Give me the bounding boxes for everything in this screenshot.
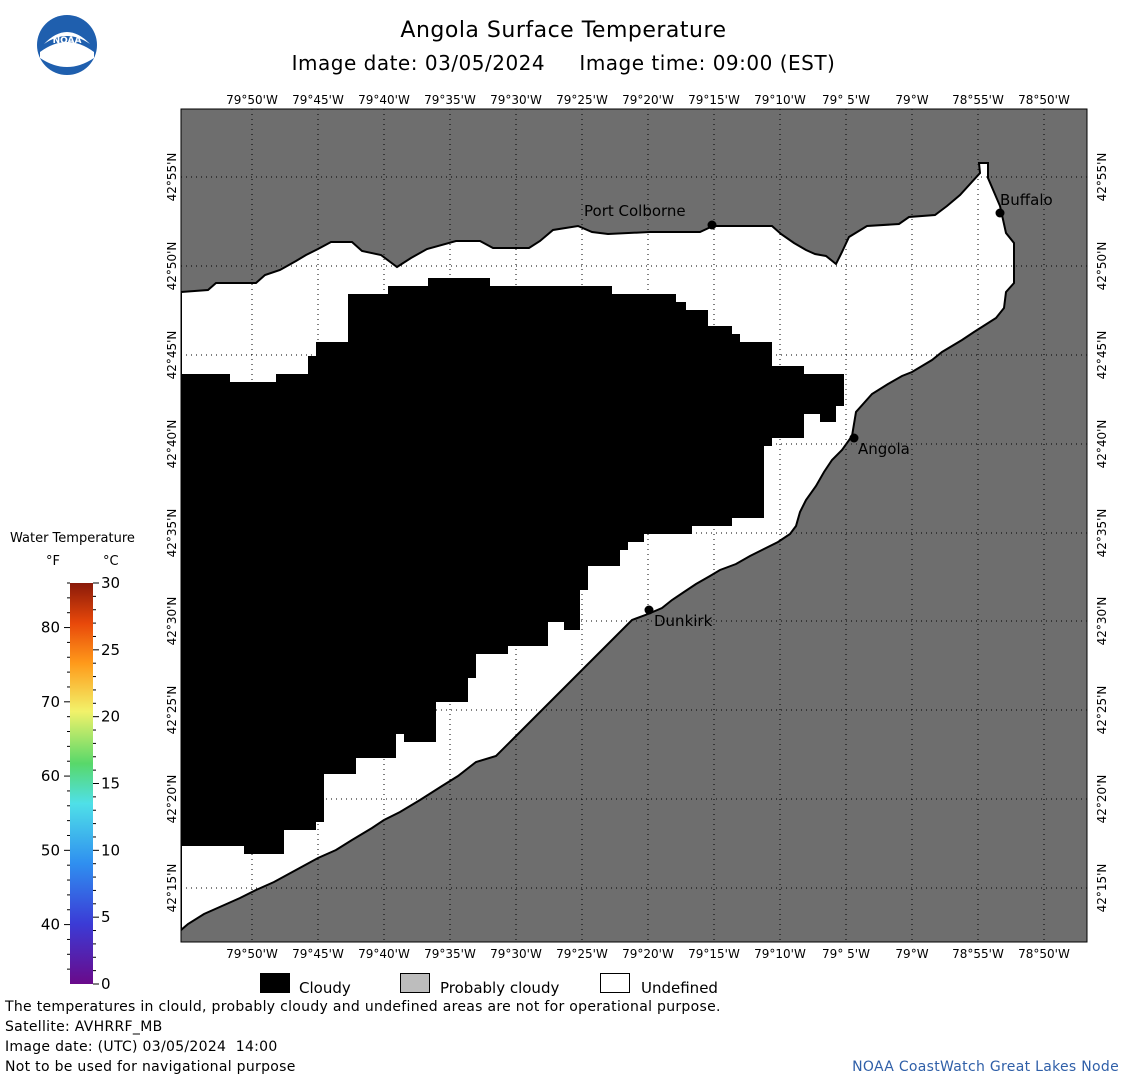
- map-grid: [181, 109, 1087, 942]
- lat-label-right: 42°20'N: [1095, 775, 1109, 824]
- lon-label-top: 79°15'W: [688, 93, 740, 107]
- lon-label-bottom: 79°30'W: [490, 947, 542, 961]
- city-label: Dunkirk: [654, 612, 713, 630]
- legend-title: Water Temperature: [10, 531, 135, 546]
- lon-label-bottom: 79°15'W: [688, 947, 740, 961]
- lat-labels-right: 42°55'N 42°50'N 42°45'N 42°40'N 42°35'N 42°30…: [1095, 153, 1109, 913]
- colorbar-label-c: 5: [101, 908, 111, 926]
- city-dot: [849, 433, 859, 443]
- lon-labels-top: 79°50'W 79°45'W 79°40'W 79°35'W 79°30'W 79°25…: [226, 93, 1070, 107]
- lat-label-left: 42°20'N: [165, 775, 179, 824]
- temperature-colorbar: [70, 583, 93, 984]
- lat-label-left: 42°45'N: [165, 331, 179, 380]
- lon-label-top: 78°50'W: [1018, 93, 1070, 107]
- footer-credit: NOAA CoastWatch Great Lakes Node: [852, 1059, 1119, 1075]
- lat-labels-left: 42°55'N 42°50'N 42°45'N 42°40'N 42°35'N 42°30…: [165, 153, 179, 913]
- colorbar-label-f: 80: [41, 619, 60, 637]
- map-subtitle: Image date: 03/05/2024 Image time: 09:00…: [0, 51, 1127, 75]
- city-dot: [644, 605, 654, 615]
- footer-nav-warning: Not to be used for navigational purpose: [5, 1059, 296, 1075]
- colorbar-label-c: 25: [101, 641, 120, 659]
- city-markers: Port Colborne Buffalo Angola Dunkirk: [584, 191, 1053, 630]
- lon-label-top: 79°10'W: [754, 93, 806, 107]
- lon-label-bottom: 78°50'W: [1018, 947, 1070, 961]
- lon-label-bottom: 79°10'W: [754, 947, 806, 961]
- lon-label-bottom: 79° 5'W: [822, 947, 870, 961]
- lat-label-left: 42°25'N: [165, 686, 179, 735]
- lat-label-right: 42°30'N: [1095, 597, 1109, 646]
- image-date: 03/05/2024: [424, 51, 546, 75]
- lon-label-top: 79°25'W: [556, 93, 608, 107]
- lon-label-top: 79°30'W: [490, 93, 542, 107]
- noaa-logo: NOAA: [37, 15, 97, 75]
- lon-label-bottom: 79°50'W: [226, 947, 278, 961]
- lon-label-bottom: 79°W: [895, 947, 928, 961]
- city-dot: [707, 220, 717, 230]
- footer-satellite: Satellite: AVHRRF_MB: [5, 1019, 163, 1035]
- city-dot: [995, 208, 1005, 218]
- colorbar-label-f: 60: [41, 767, 60, 785]
- map-title: Angola Surface Temperature: [400, 18, 727, 43]
- lon-label-top: 79°W: [895, 93, 928, 107]
- city-label: Angola: [858, 440, 910, 458]
- lon-label-bottom: 79°45'W: [292, 947, 344, 961]
- lon-label-bottom: 79°25'W: [556, 947, 608, 961]
- lon-label-top: 78°55'W: [952, 93, 1004, 107]
- lon-label-bottom: 79°40'W: [358, 947, 410, 961]
- lon-label-bottom: 79°20'W: [622, 947, 674, 961]
- lon-label-bottom: 79°35'W: [424, 947, 476, 961]
- lat-label-right: 42°35'N: [1095, 509, 1109, 558]
- key-swatch-cloudy: [260, 973, 290, 993]
- lon-label-top: 79° 5'W: [822, 93, 870, 107]
- city-label: Buffalo: [1000, 191, 1053, 209]
- key-label-undefined: Undefined: [641, 979, 718, 997]
- colorbar-label-c: 10: [101, 841, 120, 859]
- date-label: Image date:: [291, 51, 418, 75]
- lat-label-right: 42°40'N: [1095, 420, 1109, 469]
- lat-label-right: 42°15'N: [1095, 864, 1109, 913]
- lon-label-top: 79°40'W: [358, 93, 410, 107]
- key-swatch-undefined: [600, 973, 630, 993]
- noaa-logo-text: NOAA: [53, 36, 82, 46]
- lat-label-left: 42°55'N: [165, 153, 179, 202]
- lat-label-right: 42°50'N: [1095, 242, 1109, 291]
- lon-label-top: 79°50'W: [226, 93, 278, 107]
- lon-label-top: 79°35'W: [424, 93, 476, 107]
- legend-unit-fahrenheit: °F: [46, 554, 60, 569]
- lon-label-bottom: 78°55'W: [952, 947, 1004, 961]
- lat-label-right: 42°45'N: [1095, 331, 1109, 380]
- legend-unit-celsius: °C: [103, 554, 119, 569]
- colorbar-label-c: 15: [101, 775, 120, 793]
- lat-label-left: 42°40'N: [165, 420, 179, 469]
- colorbar-label-c: 20: [101, 708, 120, 726]
- lat-label-left: 42°35'N: [165, 509, 179, 558]
- lon-labels-bottom: 79°50'W 79°45'W 79°40'W 79°35'W 79°30'W 79°25…: [226, 947, 1070, 961]
- colorbar-label-c: 30: [101, 574, 120, 592]
- colorbar-label-f: 40: [41, 916, 60, 934]
- time-label: Image time:: [579, 51, 706, 75]
- image-time: 09:00 (EST): [712, 51, 836, 75]
- lat-label-left: 42°50'N: [165, 242, 179, 291]
- lat-label-right: 42°55'N: [1095, 153, 1109, 202]
- key-label-probably-cloudy: Probably cloudy: [440, 979, 560, 997]
- colorbar-label-f: 70: [41, 693, 60, 711]
- footer-utc-date: Image date: (UTC) 03/05/2024 14:00: [5, 1039, 278, 1055]
- colorbar-label-c: 0: [101, 975, 111, 993]
- key-label-cloudy: Cloudy: [299, 979, 351, 997]
- lat-label-left: 42°15'N: [165, 864, 179, 913]
- lon-label-top: 79°45'W: [292, 93, 344, 107]
- lat-label-left: 42°30'N: [165, 597, 179, 646]
- lon-label-top: 79°20'W: [622, 93, 674, 107]
- footer-disclaimer: The temperatures in clould, probably clo…: [5, 999, 721, 1015]
- city-label: Port Colborne: [584, 202, 686, 220]
- key-swatch-probably-cloudy: [400, 973, 430, 993]
- map-frame: [180, 108, 1088, 943]
- lat-label-right: 42°25'N: [1095, 686, 1109, 735]
- colorbar-label-f: 50: [41, 841, 60, 859]
